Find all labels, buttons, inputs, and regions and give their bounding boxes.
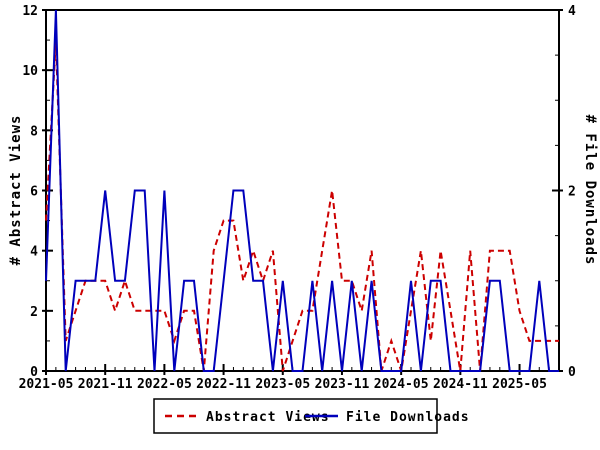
abstract-views-line: [45, 40, 559, 372]
x-tick-label: 2022-05: [137, 377, 192, 392]
y-left-tick-label: 2: [30, 305, 38, 320]
y-right-tick-label: 4: [568, 4, 576, 19]
x-tick-label: 2023-11: [315, 377, 370, 392]
legend-label-file-downloads: File Downloads: [346, 410, 470, 425]
legend-box: [153, 398, 438, 434]
x-tick-label: 2021-11: [78, 377, 133, 392]
legend: Abstract Views File Downloads: [153, 398, 470, 434]
y-right-tick-label: 0: [568, 365, 576, 380]
file-downloads-line: [45, 9, 559, 372]
plot-frame: [45, 9, 560, 372]
x-tick-label: 2022-11: [196, 377, 251, 392]
y-left-tick-label: 6: [30, 185, 38, 200]
x-tick-label: 2024-11: [433, 377, 488, 392]
x-tick-label: 2021-05: [19, 377, 74, 392]
legend-label-abstract-views: Abstract Views: [206, 410, 330, 425]
series-lines: [45, 9, 559, 372]
left-axis-title: # Abstract Views: [8, 115, 24, 266]
x-tick-label: 2024-05: [374, 377, 429, 392]
x-tick-label: 2025-05: [492, 377, 547, 392]
y-left-tick-label: 10: [22, 64, 38, 79]
y-right-tick-label: 2: [568, 185, 576, 200]
y-left-tick-label: 4: [30, 245, 38, 260]
x-tick-label: 2023-05: [255, 377, 310, 392]
y-left-tick-label: 12: [22, 4, 38, 19]
y-left-tick-label: 8: [30, 124, 38, 139]
y-left-tick-label: 0: [30, 365, 38, 380]
axis-ticks: 2021-05 2021-11 2022-05 2022-11 2023-05 2023-…: [19, 4, 576, 392]
right-axis-title: # File Downloads: [582, 115, 598, 266]
